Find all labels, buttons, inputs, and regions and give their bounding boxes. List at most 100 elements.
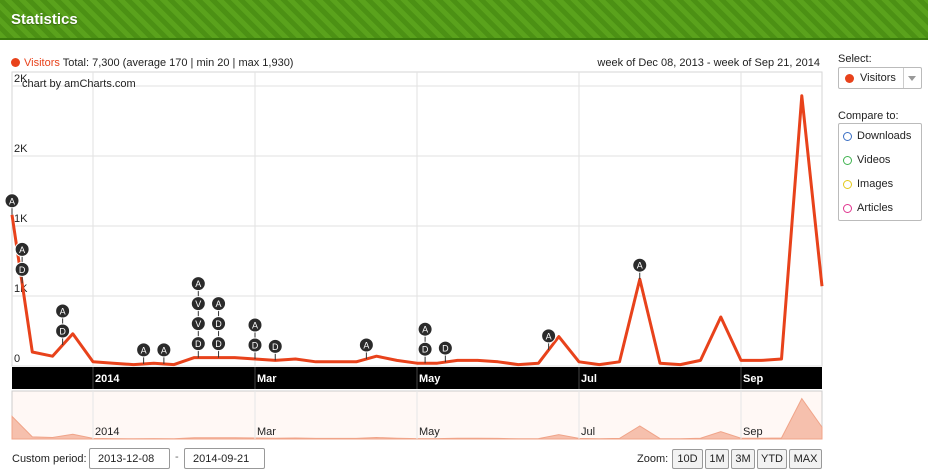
y-tick-label: 2K bbox=[14, 73, 28, 85]
event-bullet bbox=[156, 342, 172, 358]
x-tick-label: Sep bbox=[743, 373, 763, 385]
event-bullet bbox=[190, 336, 206, 352]
zoom-10d-button[interactable]: 10D bbox=[672, 449, 703, 469]
selected-series-label: Visitors bbox=[860, 72, 896, 84]
x-tick-label: Mar bbox=[257, 373, 277, 385]
event-bullet-label: A bbox=[161, 345, 167, 355]
scrollbar-tick-label: 2014 bbox=[95, 426, 119, 438]
compare-item-label: Videos bbox=[857, 154, 891, 166]
event-bullet bbox=[190, 276, 206, 292]
event-bullet-label: A bbox=[546, 331, 552, 341]
event-bullet-label: D bbox=[252, 341, 259, 351]
event-bullet bbox=[417, 321, 433, 337]
x-tick-label: May bbox=[419, 373, 441, 385]
event-bullet bbox=[437, 340, 453, 356]
date-separator: - bbox=[175, 451, 179, 463]
event-bullet-label: A bbox=[637, 261, 643, 271]
chevron-down-icon[interactable] bbox=[903, 68, 921, 88]
circle-icon bbox=[843, 156, 852, 165]
compare-item-label: Articles bbox=[857, 202, 894, 214]
y-tick-label: 2K bbox=[14, 143, 28, 155]
event-bullet bbox=[190, 316, 206, 332]
compare-item-downloads[interactable]: Downloads bbox=[843, 130, 911, 148]
event-bullet bbox=[14, 241, 30, 257]
circle-icon bbox=[843, 132, 852, 141]
event-bullet-label: A bbox=[141, 345, 147, 355]
event-bullet bbox=[211, 336, 227, 352]
series-select[interactable]: Visitors bbox=[838, 67, 922, 89]
event-bullet bbox=[14, 261, 30, 277]
event-bullet bbox=[247, 337, 263, 353]
y-tick-label: 1K bbox=[14, 213, 28, 225]
selected-series-dot bbox=[845, 74, 854, 83]
zoom-3m-button[interactable]: 3M bbox=[731, 449, 755, 469]
compare-item-videos[interactable]: Videos bbox=[843, 154, 890, 172]
event-bullet-label: A bbox=[195, 279, 201, 289]
header-bar: Statistics bbox=[0, 0, 928, 40]
event-bullet-label: A bbox=[60, 307, 66, 317]
event-bullet bbox=[136, 342, 152, 358]
event-bullet bbox=[417, 341, 433, 357]
period-label: week of Dec 08, 2013 - week of Sep 21, 2… bbox=[597, 57, 820, 69]
event-bullet bbox=[247, 317, 263, 333]
event-bullet-label: D bbox=[195, 339, 202, 349]
scrollbar-series-area bbox=[11, 397, 823, 440]
event-bullet bbox=[267, 338, 283, 354]
compare-item-label: Downloads bbox=[857, 130, 912, 142]
series-color-dot bbox=[11, 58, 20, 67]
select-label: Select: bbox=[838, 53, 872, 65]
event-bullet-label: D bbox=[272, 342, 279, 352]
zoom-1m-button[interactable]: 1M bbox=[705, 449, 729, 469]
scrollbar-tick-label: Mar bbox=[257, 426, 276, 438]
series-line-visitors bbox=[10, 94, 824, 367]
x-tick-label: 2014 bbox=[95, 373, 120, 385]
circle-icon bbox=[843, 204, 852, 213]
chart-credit[interactable]: chart by amCharts.com bbox=[22, 78, 136, 90]
circle-icon bbox=[843, 180, 852, 189]
zoom-label: Zoom: bbox=[637, 453, 669, 465]
y-tick-label: 0 bbox=[14, 353, 20, 365]
compare-item-articles[interactable]: Articles bbox=[843, 202, 893, 220]
event-bullet-label: A bbox=[363, 341, 369, 351]
compare-label: Compare to: bbox=[838, 110, 899, 122]
scrollbar-tick-label: Sep bbox=[743, 426, 763, 438]
event-bullet-label: D bbox=[215, 319, 222, 329]
compare-list: Downloads Videos Images Articles bbox=[838, 123, 922, 221]
event-bullet-label: D bbox=[19, 265, 26, 275]
end-date-input[interactable] bbox=[184, 448, 265, 469]
compare-item-images[interactable]: Images bbox=[843, 178, 893, 196]
event-bullet-label: D bbox=[215, 339, 222, 349]
event-bullet bbox=[211, 316, 227, 332]
event-bullet-label: A bbox=[422, 325, 428, 335]
event-bullet bbox=[211, 296, 227, 312]
event-bullet bbox=[632, 257, 648, 273]
zoom-max-button[interactable]: MAX bbox=[789, 449, 822, 469]
event-bullet-label: A bbox=[19, 245, 25, 255]
chart-legend: Visitors Total: 7,300 (average 170 | min… bbox=[11, 57, 293, 69]
event-bullet-label: A bbox=[9, 196, 15, 206]
legend-summary: Total: 7,300 (average 170 | min 20 | max… bbox=[62, 57, 294, 69]
event-bullet bbox=[190, 296, 206, 312]
page-title: Statistics bbox=[11, 11, 78, 28]
event-bullet-label: V bbox=[195, 299, 201, 309]
event-bullet bbox=[55, 303, 71, 319]
event-bullet-label: D bbox=[59, 327, 66, 337]
custom-period-label: Custom period: bbox=[12, 453, 87, 465]
event-bullet-label: A bbox=[216, 299, 222, 309]
event-bullet-label: D bbox=[422, 345, 429, 355]
event-bullet bbox=[358, 337, 374, 353]
event-bullet bbox=[55, 323, 71, 339]
event-bullet-label: D bbox=[442, 344, 449, 354]
event-bullet bbox=[541, 328, 557, 344]
event-bullet bbox=[4, 193, 20, 209]
zoom-ytd-button[interactable]: YTD bbox=[757, 449, 787, 469]
scrollbar-tick-label: Jul bbox=[581, 426, 595, 438]
start-date-input[interactable] bbox=[89, 448, 170, 469]
event-bullet-label: V bbox=[195, 319, 201, 329]
event-bullet-label: A bbox=[252, 321, 258, 331]
scrollbar-tick-label: May bbox=[419, 426, 440, 438]
legend-series-name[interactable]: Visitors bbox=[24, 57, 60, 69]
compare-item-label: Images bbox=[857, 178, 894, 190]
x-tick-label: Jul bbox=[581, 373, 597, 385]
